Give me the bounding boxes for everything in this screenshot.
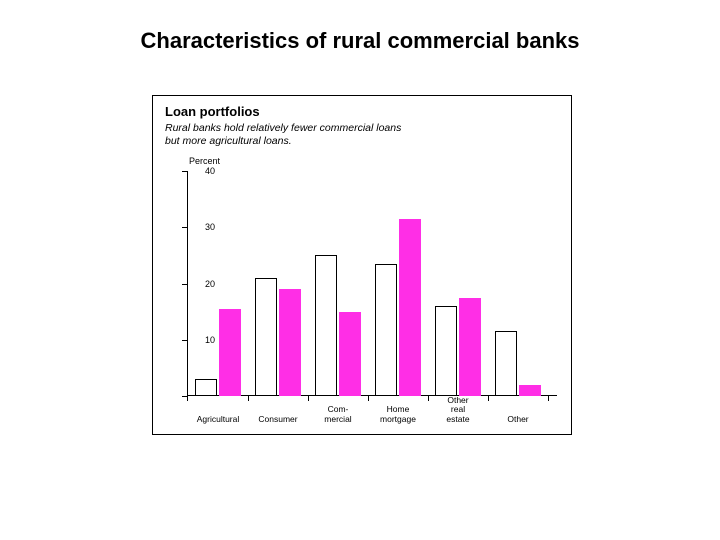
x-tick-label: Agricultural	[197, 415, 240, 424]
bar-rural	[339, 312, 361, 396]
x-tick	[428, 396, 429, 401]
chart-subtitle-line2: but more agricultural loans.	[165, 135, 292, 147]
bar-urban	[195, 379, 217, 396]
bar-rural	[459, 298, 481, 396]
chart-subtitle-line1: Rural banks hold relatively fewer commer…	[165, 122, 401, 134]
x-tick-label: Com- mercial	[324, 405, 351, 424]
x-tick-label: Other	[507, 415, 528, 424]
y-tick-label: 30	[187, 222, 215, 232]
bar-urban	[315, 255, 337, 396]
y-tick-label: 10	[187, 335, 215, 345]
bar-rural	[519, 385, 541, 396]
bar-rural	[219, 309, 241, 396]
x-tick-label: Home mortgage	[380, 405, 416, 424]
x-tick	[548, 396, 549, 401]
x-tick	[308, 396, 309, 401]
chart-title: Loan portfolios	[165, 104, 260, 119]
x-tick-label: Consumer	[258, 415, 297, 424]
bar-urban	[495, 331, 517, 396]
page-title: Characteristics of rural commercial bank…	[0, 28, 720, 54]
bar-urban	[255, 278, 277, 396]
x-tick	[368, 396, 369, 401]
bar-rural	[399, 219, 421, 396]
bar-urban	[375, 264, 397, 396]
y-tick-label: 40	[187, 166, 215, 176]
x-tick	[248, 396, 249, 401]
plot-area: 10203040AgriculturalConsumerCom- mercial…	[187, 171, 557, 396]
x-tick	[488, 396, 489, 401]
y-tick-label: 20	[187, 279, 215, 289]
chart-frame: Loan portfolios Rural banks hold relativ…	[152, 95, 572, 435]
bar-rural	[279, 289, 301, 396]
x-tick	[187, 396, 188, 401]
chart-subtitle: Rural banks hold relatively fewer commer…	[165, 122, 401, 148]
bar-urban	[435, 306, 457, 396]
y-axis-unit-label: Percent	[189, 156, 220, 166]
x-tick-label: Other real estate	[446, 396, 469, 424]
